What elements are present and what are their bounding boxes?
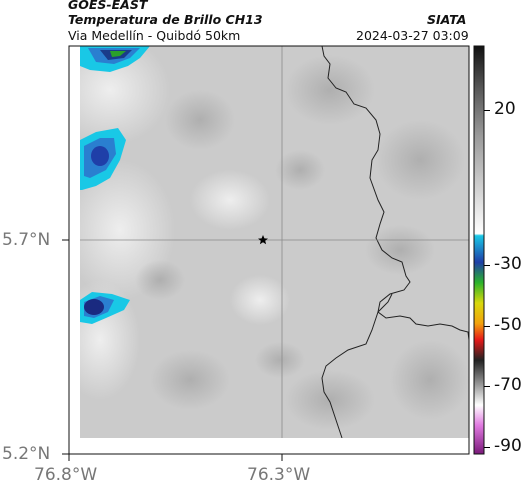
star-marker-icon xyxy=(258,235,268,245)
border-line-south xyxy=(321,293,393,438)
colorbar-tick xyxy=(484,110,490,111)
colorbar xyxy=(473,45,485,455)
longitude-label-76-3: 76.3°W xyxy=(247,465,311,485)
route-label: Via Medellín - Quibdó 50km xyxy=(68,28,241,43)
latitude-label-5-7: 5.7°N xyxy=(2,230,51,250)
satellite-title: GOES-EAST xyxy=(68,0,148,12)
colorbar-label-minus50: -50 xyxy=(494,315,522,335)
map-frame xyxy=(68,45,470,455)
border-line xyxy=(321,46,469,345)
colorbar-tick xyxy=(484,386,490,387)
colorbar-label-20: 20 xyxy=(494,99,516,119)
colorbar-tick xyxy=(484,447,490,448)
longitude-label-76-8: 76.8°W xyxy=(34,465,98,485)
latitude-label-5-2: 5.2°N xyxy=(2,444,51,464)
colorbar-tick xyxy=(484,326,490,327)
product-title: Temperatura de Brillo CH13 xyxy=(68,12,263,27)
cold-cloud-top-cell-south xyxy=(80,292,130,324)
timestamp-label: 2024-03-27 03:09 xyxy=(356,28,469,43)
colorbar-tick xyxy=(484,265,490,266)
colorbar-label-minus90: -90 xyxy=(494,436,522,456)
cold-cloud-top-cell-west xyxy=(80,128,126,190)
cold-cloud-top-cell-north xyxy=(80,46,150,72)
colorbar-label-minus70: -70 xyxy=(494,375,522,395)
brightness-temperature-field xyxy=(80,46,469,438)
colorbar-label-minus30: -30 xyxy=(494,254,522,274)
source-label: SIATA xyxy=(427,12,467,27)
